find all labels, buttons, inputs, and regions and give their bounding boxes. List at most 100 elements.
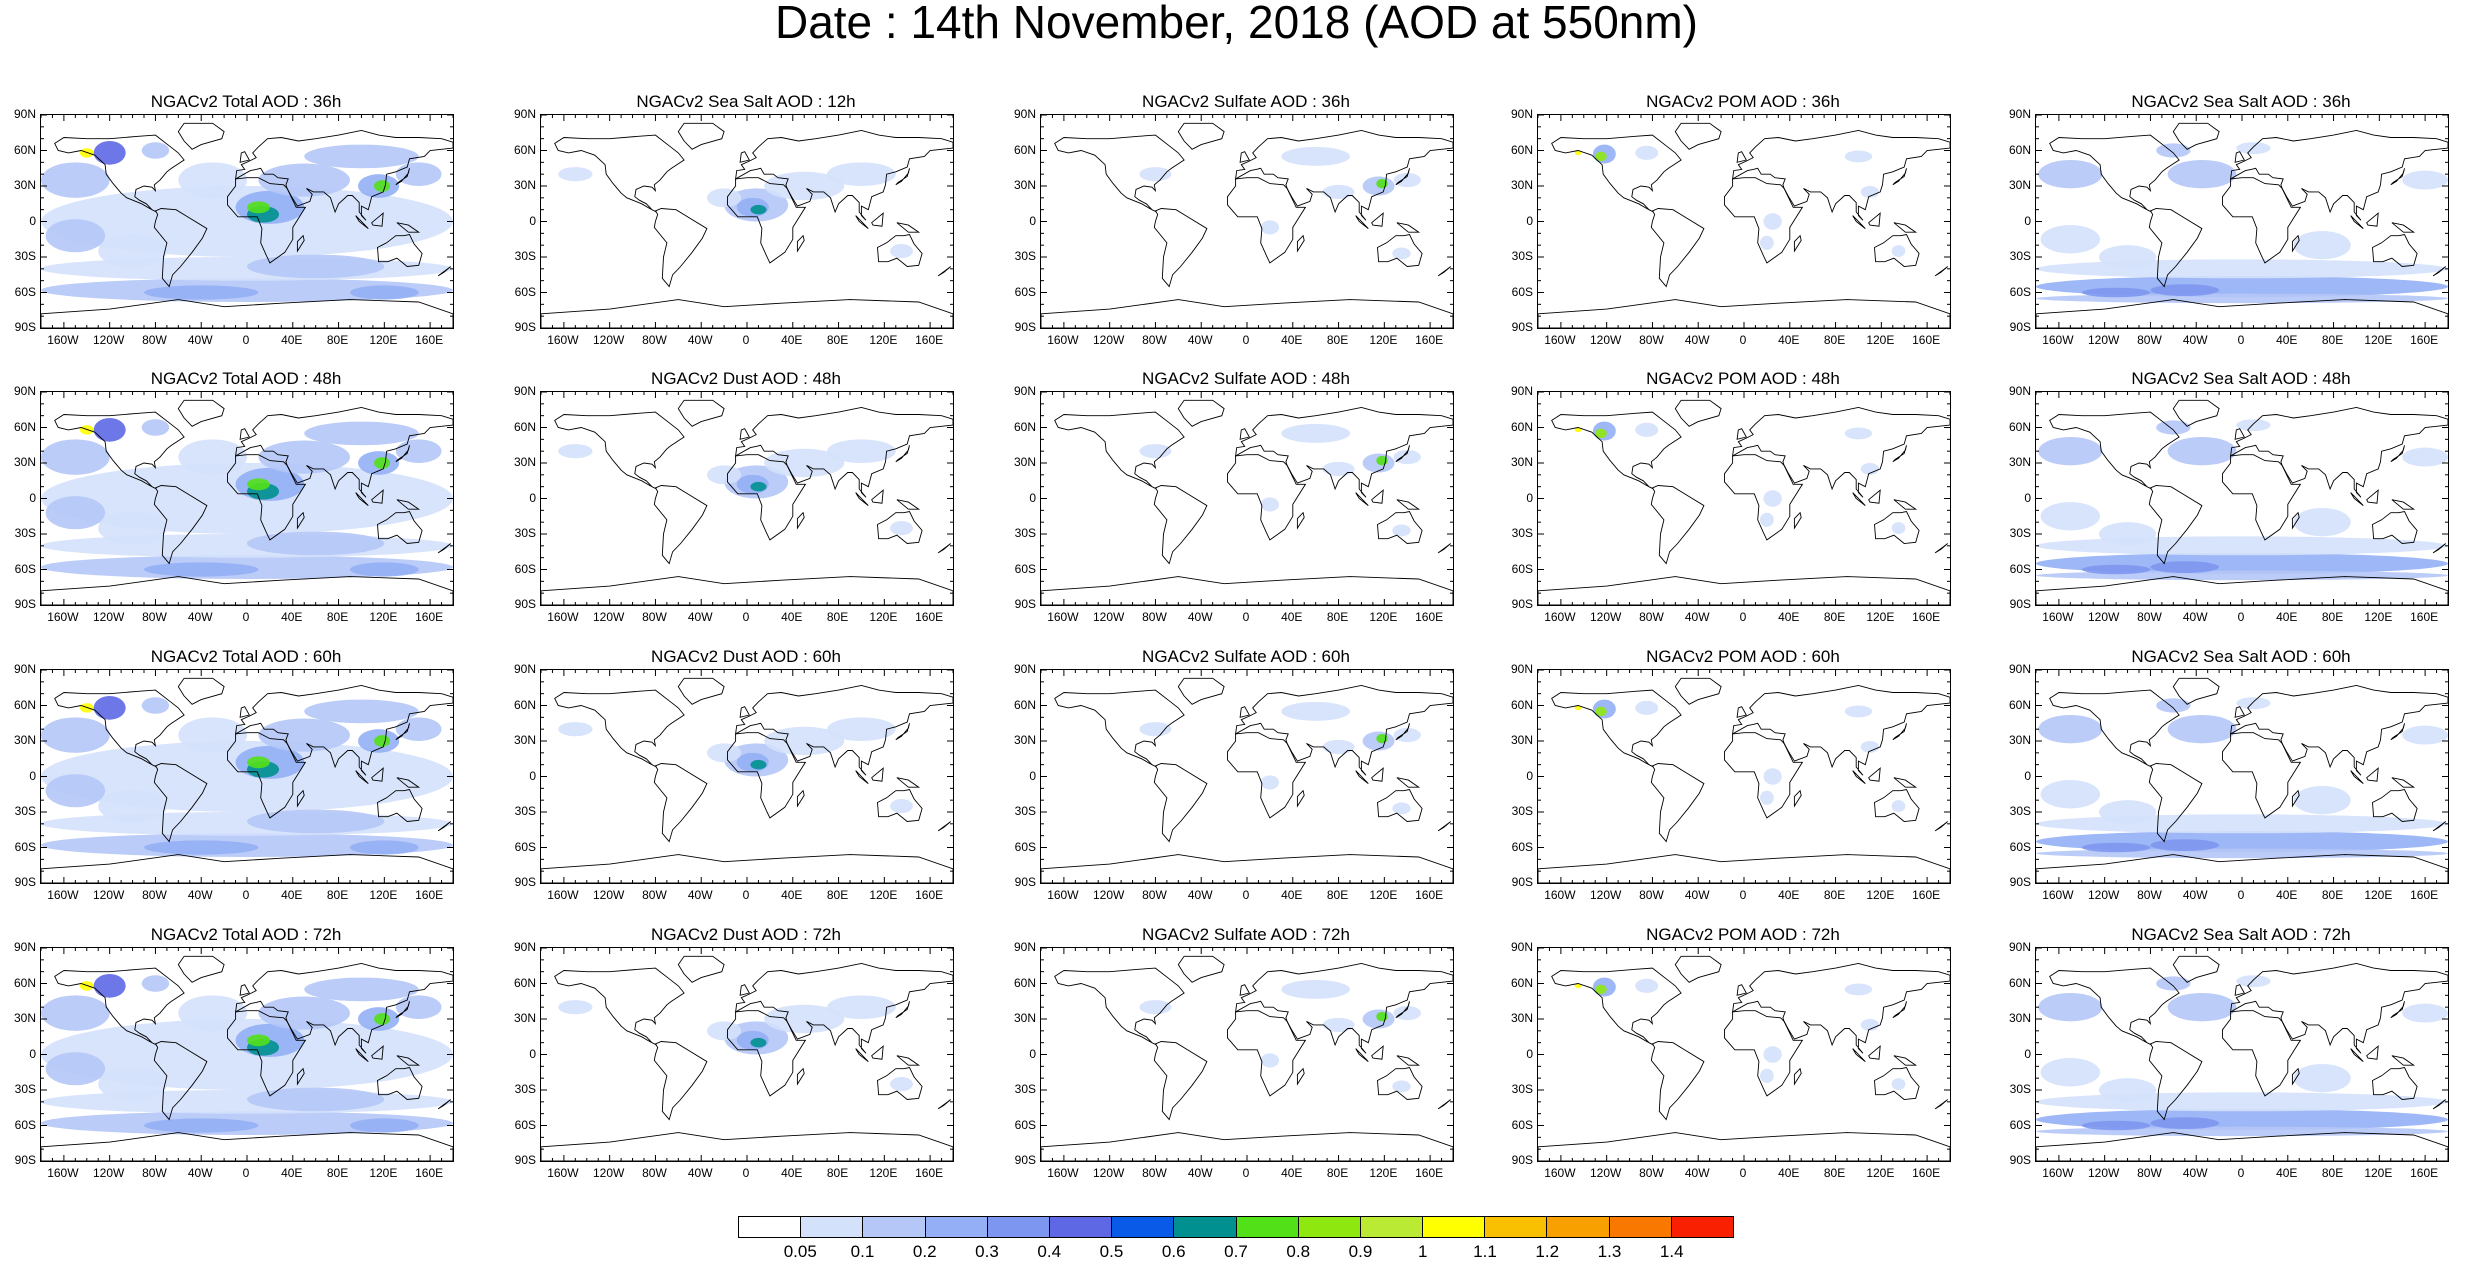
map-panel: NGACv2 POM AOD : 60h 90N 60N 30N 0 30S 60S 90S 1… [1497,647,1977,901]
colorbar-label: 0.2 [912,1242,937,1261]
aod-region [144,1118,259,1133]
aod-field [558,162,913,259]
aod-region [706,188,742,208]
longitude-tick-label: 80W [2137,888,2162,902]
aod-field [1139,979,1421,1093]
aod-region [2036,1092,2448,1112]
longitude-tick-label: 40W [2182,1166,2208,1180]
latitude-tick-label: 30S [2009,804,2031,818]
aod-region [395,162,442,186]
aod-region [98,1067,167,1101]
coastline [2390,723,2405,741]
longitude-tick-label: 160W [1544,333,1576,347]
aod-region [1393,727,1421,743]
colorbar-box [1298,1217,1361,1237]
longitude-tick-label: 120W [92,333,125,347]
latitude-tick-label: 30S [514,526,536,540]
panel-title: NGACv2 Dust AOD : 48h [651,369,841,388]
latitude-tick-label: 60S [514,839,536,854]
coastline [437,821,451,832]
aod-region [1635,145,1659,160]
longitude-tick-label: 120W [1589,1166,1622,1180]
aod-region [144,285,259,300]
latitude-tick-label: 90N [513,940,536,954]
latitude-tick-label: 0 [529,768,536,783]
coastline [1377,1066,1423,1100]
coastline [2372,233,2418,267]
coastline [54,967,185,1046]
longitude-tick-label: 80W [1639,610,1664,624]
longitude-tick-label: 160E [415,888,444,902]
latitude-tick-label: 30N [1510,178,1533,192]
aod-region [706,1021,742,1041]
aod-region [1281,979,1350,999]
coastline [41,299,453,328]
coastline [1732,684,1950,776]
longitude-tick-label: 80E [1326,1166,1349,1180]
longitude-tick-label: 160E [915,610,944,624]
latitude-tick-label: 90N [1510,384,1533,398]
figure-title: Date : 14th November, 2018 (AOD at 550nm… [774,0,1699,48]
map-canvas [1041,392,1453,605]
longitude-tick-label: 40W [1684,888,1710,902]
longitude-tick-label: 120W [2087,610,2120,624]
aod-region [98,511,167,545]
coastline [1852,770,1866,784]
aod-region [41,995,110,1031]
coastlines [1041,399,1453,605]
latitude-tick-label: 30S [1014,249,1036,263]
aod-region [1574,705,1582,711]
coastline [796,234,805,253]
coastline [1852,1048,1866,1062]
latitude-tick-label: 90S [14,875,36,889]
coastline [653,763,708,843]
map-canvas [2036,670,2448,883]
latitude-tick-label: 30N [2008,178,2031,192]
coastline [1934,1099,1948,1110]
coastline [2350,770,2364,784]
aod-region [558,167,593,182]
longitude-tick-label: 160W [1544,1166,1576,1180]
coastline [855,492,869,506]
map-panel: NGACv2 Sulfate AOD : 60h 90N 60N 30N 0 30S 60S… [1000,647,1480,901]
coastline [895,723,910,741]
world-map [40,114,454,329]
aod-region [1392,1080,1411,1093]
coastline [2372,510,2418,544]
coastline [2222,732,2302,819]
aod-region [2098,245,2157,269]
longitude-tick-label: 80W [2137,333,2162,347]
coastline [1396,222,1421,233]
latitude-tick-label: 30S [2009,249,2031,263]
coastline [1732,129,1950,221]
longitude-tick-label: 40E [1778,888,1800,902]
longitude-tick-label: 0 [242,888,250,902]
longitude-tick-label: 80E [326,610,349,624]
colorbar-label: 0.3 [975,1242,999,1261]
map-canvas [1041,948,1453,1161]
coastline [1893,777,1918,788]
longitude-tick-label: 40E [1281,888,1303,902]
coastline [1650,485,1705,565]
world-map [40,669,454,884]
aod-region [374,1013,391,1025]
longitude-tick-label: 160W [547,1166,579,1180]
coastline [871,489,884,504]
coastline [2432,1099,2446,1110]
aod-region [1139,722,1172,737]
longitude-tick-label: 160W [2042,888,2074,902]
longitude-tick-label: 160W [547,888,579,902]
longitude-tick-label: 80W [642,888,667,902]
aod-region [890,520,913,536]
coastline [235,406,453,498]
longitude-tick-label: 40W [1187,333,1213,347]
coastline [2230,129,2448,221]
map-panel-grid: NGACv2 Total AOD : 36h 90N 60N 30N 0 30S 60S 90… [14,92,2449,1180]
latitude-tick-label: 0 [1029,490,1036,505]
coastlines [1041,122,1453,328]
coastline [1736,984,1747,996]
aod-region [890,243,913,259]
latitude-tick-label: 30S [14,1082,36,1096]
aod-region [45,1052,106,1086]
coastline [653,208,708,288]
